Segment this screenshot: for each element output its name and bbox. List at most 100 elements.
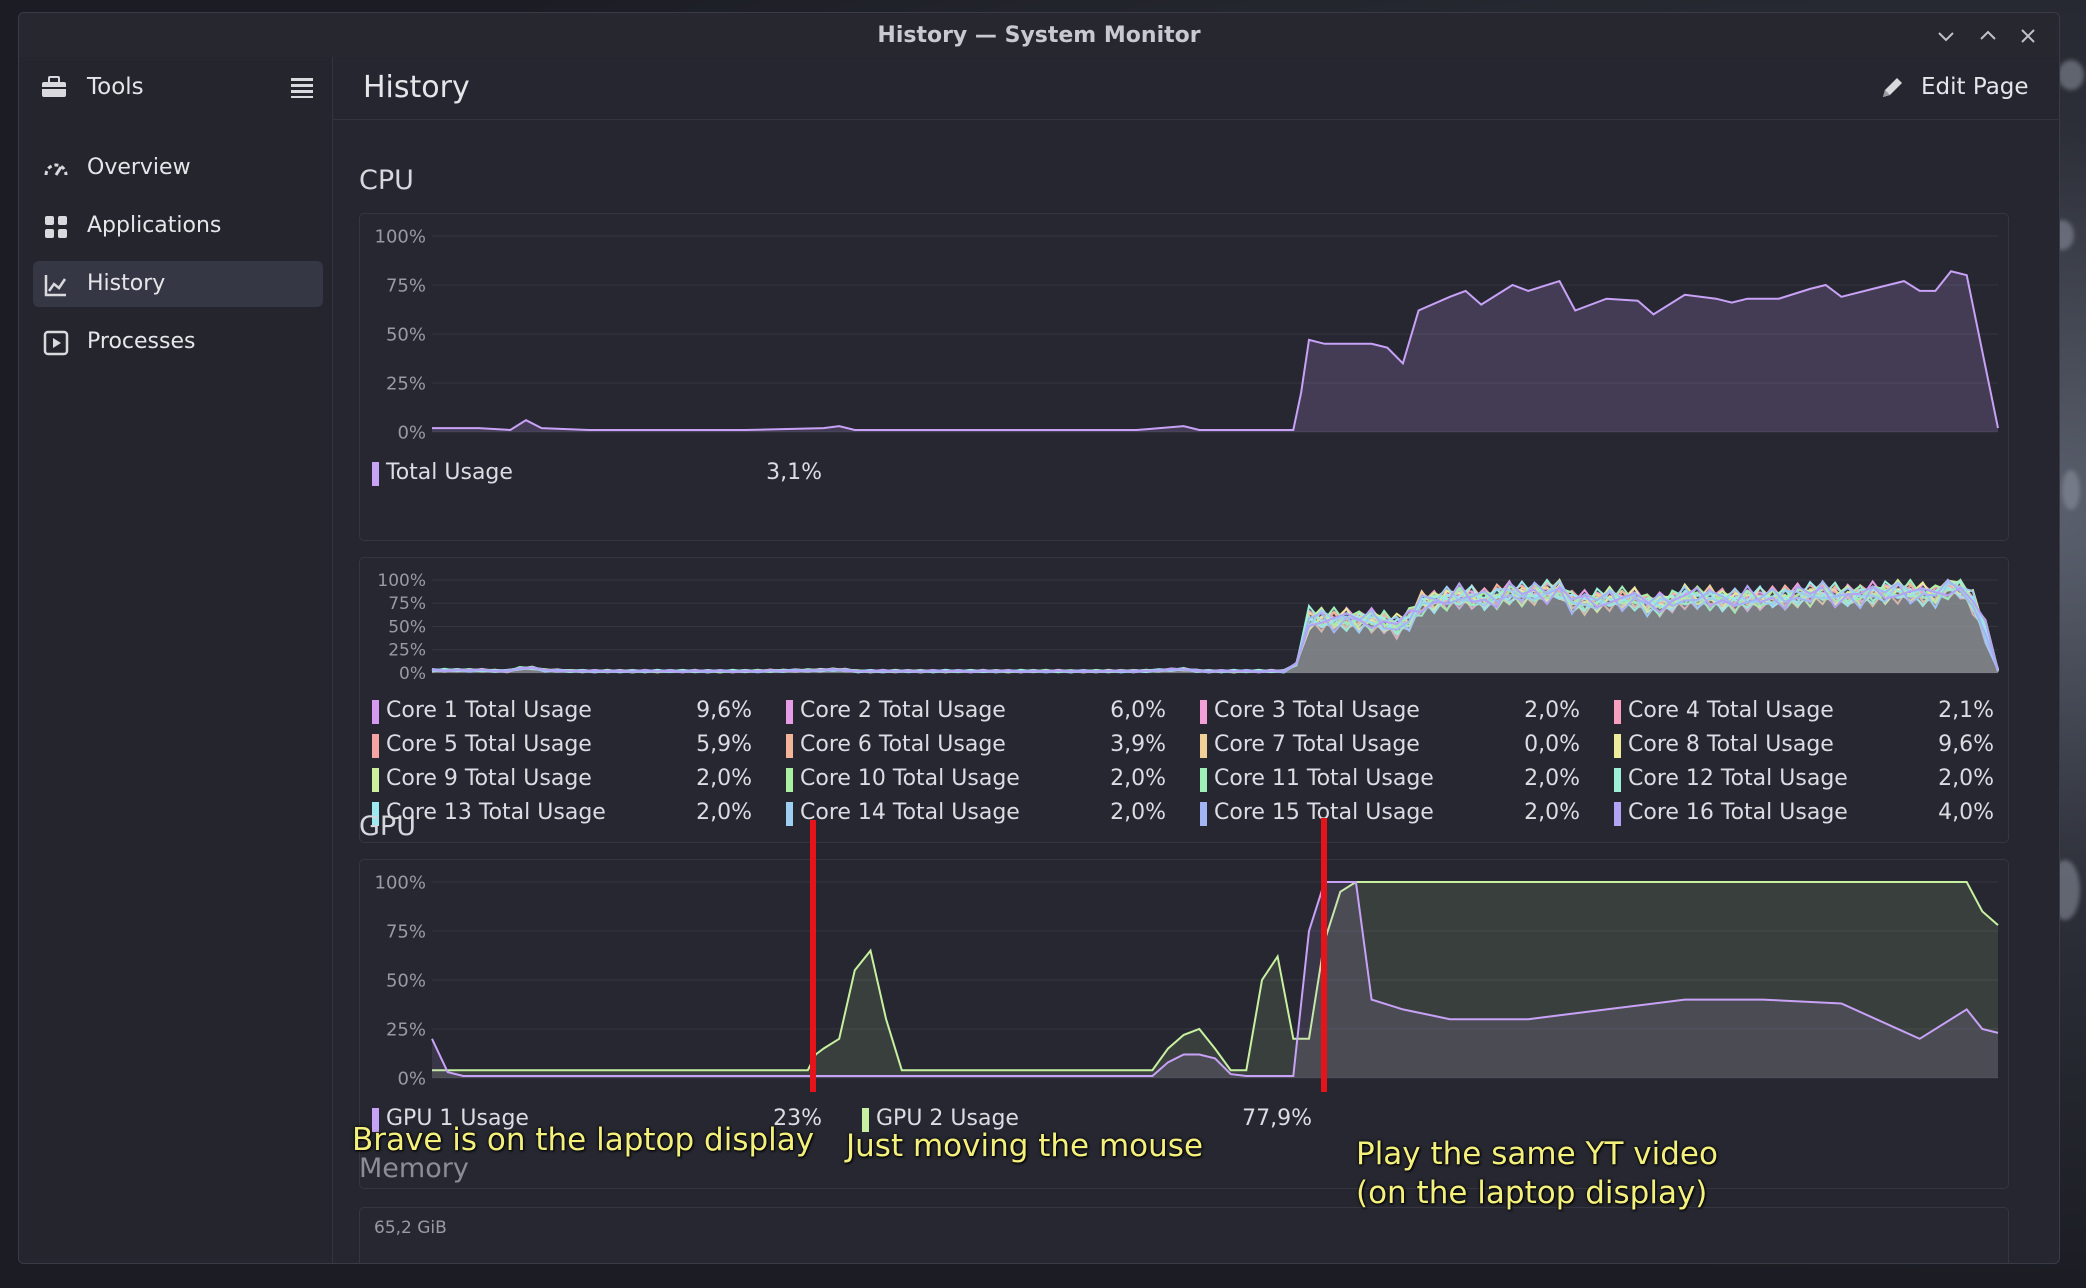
memory-tick-label: 65,2 GiB: [374, 1218, 447, 1238]
cpu-total-chart: 100% 75% 50% 25% 0%: [375, 226, 1999, 443]
y-tick-label: 100%: [375, 872, 426, 893]
sidebar: Tools Overview Applications History Proc…: [19, 57, 333, 1263]
overview-gauge-icon: [44, 163, 68, 176]
cpu-section-title: CPU: [359, 165, 414, 196]
annotation-yt-line2: (on the laptop display): [1356, 1175, 1708, 1211]
legend-swatch: [1614, 700, 1621, 724]
cpu-total-card: 100% 75% 50% 25% 0% Total Usage 3,1%: [359, 213, 2009, 541]
y-tick-label: 75%: [388, 594, 426, 614]
cpu-total-series-area: [432, 271, 1998, 432]
gpu-card: 100% 75% 50% 25% 0% GPU 1 Usage 23% GPU 2 Us…: [359, 859, 2009, 1189]
legend-name: Core 12 Total Usage: [1628, 766, 1848, 791]
gpu2-series-area: [432, 882, 1998, 1078]
main-content: History Edit Page CPU 100% 75% 50% 25% 0% To…: [333, 57, 2059, 1263]
legend-name: Core 16 Total Usage: [1628, 800, 1848, 825]
annotation-mouse: Just moving the mouse: [846, 1128, 1204, 1164]
edit-page-button[interactable]: Edit Page: [1879, 73, 2029, 103]
y-tick-label: 25%: [386, 1019, 426, 1040]
gpu-section-title: GPU: [359, 811, 416, 842]
chevron-down-icon: [1938, 32, 1954, 42]
maximize-button[interactable]: [1973, 21, 2003, 51]
pencil-icon: [1883, 78, 1902, 97]
core-series-area: [432, 585, 1998, 673]
sidebar-item-overview[interactable]: Overview: [33, 145, 323, 191]
y-tick-label: 0%: [397, 422, 426, 443]
legend-value: 9,6%: [1938, 732, 1994, 757]
y-tick-label: 75%: [386, 921, 426, 942]
legend-swatch: [372, 768, 379, 792]
legend-value: 2,0%: [696, 766, 752, 791]
legend-name: Core 6 Total Usage: [800, 732, 1006, 757]
legend-name: GPU 1 Usage: [386, 1106, 529, 1131]
legend-swatch: [372, 462, 379, 486]
legend-value: 2,0%: [696, 800, 752, 825]
legend-swatch: [862, 1108, 869, 1132]
sidebar-item-label: History: [87, 271, 166, 296]
core-series-area: [432, 580, 1998, 673]
window-title: History — System Monitor: [877, 23, 1201, 48]
close-button[interactable]: [2013, 21, 2043, 51]
gpu-chart: 100% 75% 50% 25% 0%: [375, 872, 1999, 1089]
legend-name: Core 14 Total Usage: [800, 800, 1020, 825]
legend-value: 2,0%: [1524, 698, 1580, 723]
legend-swatch: [786, 768, 793, 792]
legend-swatch: [372, 700, 379, 724]
legend-value: 2,0%: [1938, 766, 1994, 791]
memory-card: 65,2 GiB: [359, 1207, 2009, 1263]
legend-name: Core 5 Total Usage: [386, 732, 592, 757]
y-tick-label: 0%: [399, 664, 426, 684]
edit-page-label: Edit Page: [1921, 74, 2029, 100]
legend-name: Core 1 Total Usage: [386, 698, 592, 723]
sidebar-item-history[interactable]: History: [33, 261, 323, 307]
legend-name: Core 10 Total Usage: [800, 766, 1020, 791]
y-tick-label: 50%: [386, 970, 426, 991]
cpu-total-series-line: [432, 270, 1999, 432]
toolbox-icon: [42, 76, 66, 97]
legend-name: Core 13 Total Usage: [386, 800, 606, 825]
legend-name: Core 7 Total Usage: [1214, 732, 1420, 757]
sidebar-item-processes[interactable]: Processes: [33, 319, 323, 365]
title-bar[interactable]: History — System Monitor: [19, 13, 2059, 57]
legend-name: Core 3 Total Usage: [1214, 698, 1420, 723]
legend-swatch: [786, 734, 793, 758]
cpu-cores-card: 100% 75% 50% 25% 0% Core 1 Total Usage 9,6% Co…: [359, 557, 2009, 843]
close-icon: [2021, 29, 2035, 43]
legend-value: 0,0%: [1524, 732, 1580, 757]
legend-name: Core 2 Total Usage: [800, 698, 1006, 723]
tools-label: Tools: [87, 74, 144, 100]
core-series-line: [431, 580, 1999, 674]
hamburger-menu-icon[interactable]: [288, 73, 316, 101]
y-tick-label: 50%: [386, 324, 426, 345]
legend-name: Core 11 Total Usage: [1214, 766, 1434, 791]
legend-name: GPU 2 Usage: [876, 1106, 1019, 1131]
sidebar-item-label: Overview: [87, 155, 191, 180]
y-tick-label: 25%: [386, 373, 426, 394]
processes-play-icon: [43, 330, 69, 356]
legend-value: 23%: [773, 1106, 822, 1131]
legend-swatch: [1200, 802, 1207, 826]
legend-swatch: [372, 734, 379, 758]
legend-value: 4,0%: [1938, 800, 1994, 825]
annotation-brave: Brave is on the laptop display: [352, 1122, 815, 1158]
legend-swatch: [372, 802, 379, 826]
minimize-button[interactable]: [1931, 21, 1961, 51]
legend-value: 2,1%: [1938, 698, 1994, 723]
legend-swatch: [1200, 734, 1207, 758]
sidebar-item-label: Applications: [87, 213, 222, 238]
y-tick-label: 75%: [386, 275, 426, 296]
legend-swatch: [786, 700, 793, 724]
legend-value: 3,1%: [766, 460, 822, 485]
legend-value: 5,9%: [696, 732, 752, 757]
legend-value: 3,9%: [1110, 732, 1166, 757]
y-tick-label: 25%: [388, 641, 426, 661]
legend-value: 9,6%: [696, 698, 752, 723]
legend-value: 2,0%: [1524, 800, 1580, 825]
tools-menu[interactable]: Tools: [19, 57, 332, 119]
history-chart-icon: [44, 275, 67, 297]
y-tick-label: 100%: [375, 226, 426, 247]
sidebar-item-applications[interactable]: Applications: [33, 203, 323, 249]
core-series-area: [432, 582, 1998, 673]
annotation-marker-2: [1321, 818, 1327, 1092]
cpu-cores-chart: 100% 75% 50% 25% 0%: [377, 571, 1999, 684]
legend-swatch: [1614, 768, 1621, 792]
